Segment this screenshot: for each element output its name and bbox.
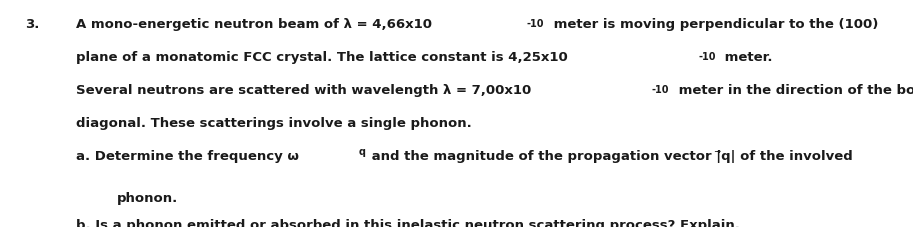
Text: q: q	[358, 147, 365, 157]
Text: -10: -10	[527, 19, 544, 29]
Text: b. Is a phonon emitted or absorbed in this inelastic neutron scattering process?: b. Is a phonon emitted or absorbed in th…	[76, 219, 740, 227]
Text: meter in the direction of the body: meter in the direction of the body	[674, 84, 913, 97]
Text: -10: -10	[652, 84, 669, 94]
Text: A mono-energetic neutron beam of λ = 4,66x10: A mono-energetic neutron beam of λ = 4,6…	[76, 18, 432, 31]
Text: diagonal. These scatterings involve a single phonon.: diagonal. These scatterings involve a si…	[76, 117, 472, 130]
Text: meter.: meter.	[720, 51, 772, 64]
Text: meter is moving perpendicular to the (100): meter is moving perpendicular to the (10…	[549, 18, 878, 31]
Text: 3.: 3.	[26, 18, 39, 31]
Text: and the magnitude of the propagation vector |⃗q| of the involved: and the magnitude of the propagation vec…	[367, 150, 853, 163]
Text: phonon.: phonon.	[117, 192, 178, 205]
Text: plane of a monatomic FCC crystal. The lattice constant is 4,25x10: plane of a monatomic FCC crystal. The la…	[76, 51, 568, 64]
Text: Several neutrons are scattered with wavelength λ = 7,00x10: Several neutrons are scattered with wave…	[76, 84, 531, 97]
Text: -10: -10	[698, 52, 716, 62]
Text: a. Determine the frequency ω: a. Determine the frequency ω	[76, 150, 299, 163]
